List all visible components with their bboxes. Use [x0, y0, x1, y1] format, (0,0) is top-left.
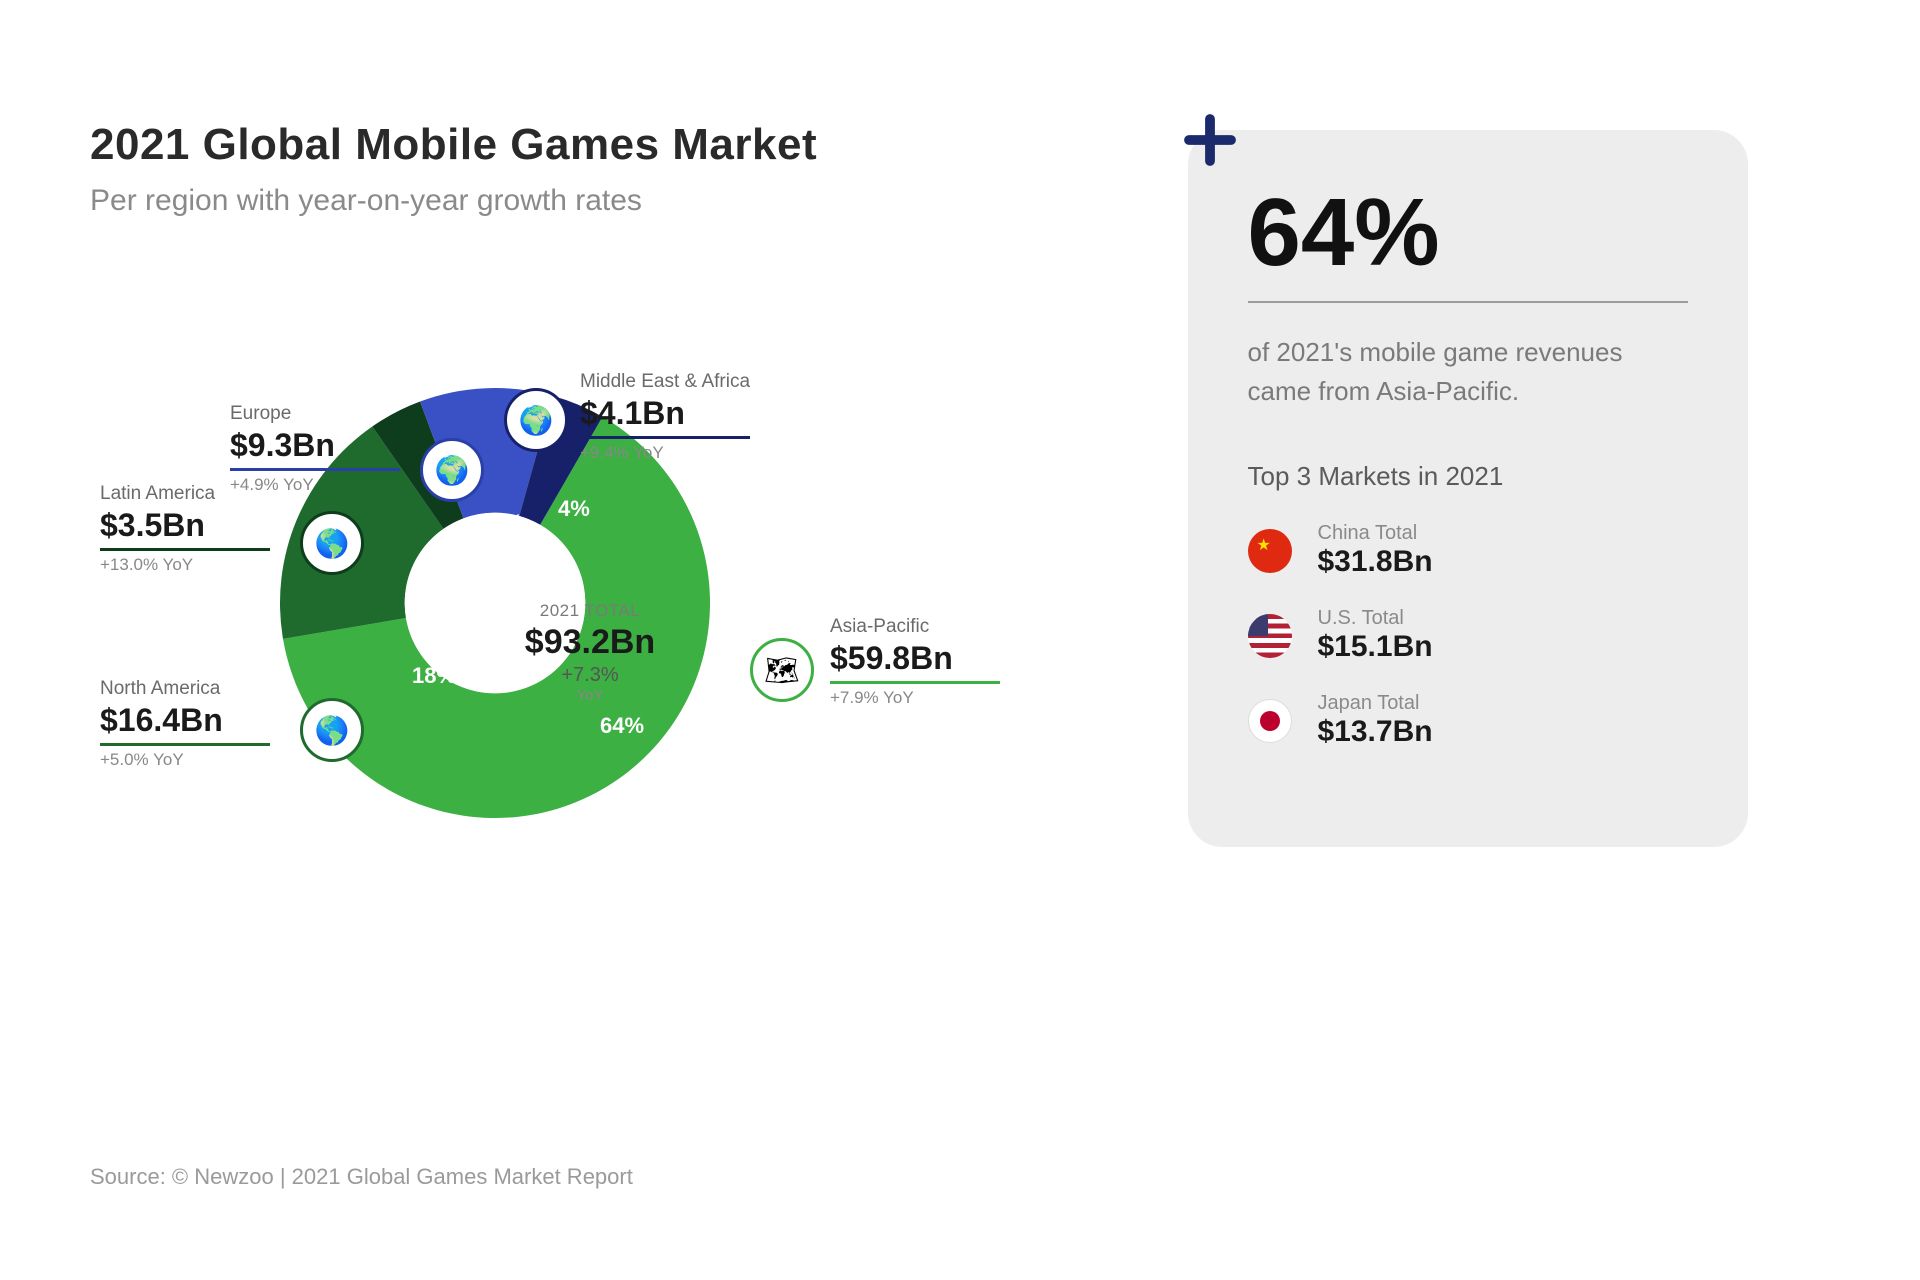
map-icon-north-america: 🌎 — [300, 698, 364, 762]
center-total-value: $93.2Bn — [490, 623, 690, 662]
callout-value: $16.4Bn — [100, 702, 270, 739]
callout-region: Middle East & Africa — [580, 371, 750, 393]
page-title: 2021 Global Mobile Games Market — [90, 120, 1105, 170]
callout-europe: Europe $9.3Bn +4.9% YoY — [230, 403, 400, 495]
page: 2021 Global Mobile Games Market Per regi… — [0, 0, 1920, 1280]
callout-yoy: +5.0% YoY — [100, 743, 270, 770]
right-column: 64% of 2021's mobile game revenues came … — [1105, 120, 1830, 1200]
market-row-japan: Japan Total $13.7Bn — [1248, 692, 1688, 749]
slice-pct-asia-pacific: 64% — [600, 713, 644, 739]
map-icon-europe: 🌍 — [420, 438, 484, 502]
slice-pct-europe: 10% — [479, 510, 523, 536]
market-label: China Total — [1318, 522, 1433, 545]
callout-yoy: +13.0% YoY — [100, 548, 270, 575]
map-icon-mea: 🌍 — [504, 388, 568, 452]
map-glyph: 🌍 — [519, 404, 554, 437]
map-icon-asia-pacific: 🗺 — [750, 638, 814, 702]
page-subtitle: Per region with year-on-year growth rate… — [90, 184, 1105, 218]
callout-yoy: +4.9% YoY — [230, 468, 400, 495]
callout-yoy: +7.9% YoY — [830, 681, 1000, 708]
plus-icon — [1182, 112, 1238, 168]
market-label: U.S. Total — [1318, 607, 1433, 630]
callout-yoy: +9.4% YoY — [580, 436, 750, 463]
market-label: Japan Total — [1318, 692, 1433, 715]
flag-icon-us — [1248, 614, 1292, 658]
slice-pct-north-america: 18% — [412, 663, 456, 689]
map-glyph: 🌎 — [315, 714, 350, 747]
market-value: $31.8Bn — [1318, 545, 1433, 579]
map-icon-latin-america: 🌎 — [300, 511, 364, 575]
headline-percentage: 64% — [1248, 185, 1688, 281]
source-line: Source: © Newzoo | 2021 Global Games Mar… — [90, 1164, 633, 1190]
center-growth-sub: YoY — [490, 687, 690, 704]
callout-region: Asia-Pacific — [830, 616, 1000, 638]
callout-value: $4.1Bn — [580, 395, 750, 432]
callout-value: $59.8Bn — [830, 640, 1000, 677]
slice-pct-latin-america: 4% — [414, 561, 446, 587]
map-glyph: 🌍 — [435, 454, 470, 487]
donut-chart: 2021 TOTAL $93.2Bn +7.3% YoY 64% 18% 4% … — [80, 258, 960, 978]
flag-icon-japan — [1248, 699, 1292, 743]
callout-north-america: North America $16.4Bn +5.0% YoY — [100, 678, 270, 770]
market-value: $13.7Bn — [1318, 715, 1433, 749]
market-row-china: China Total $31.8Bn — [1248, 522, 1688, 579]
callout-region: North America — [100, 678, 270, 700]
stat-card: 64% of 2021's mobile game revenues came … — [1188, 130, 1748, 847]
chart-center-label: 2021 TOTAL $93.2Bn +7.3% YoY — [490, 601, 690, 704]
callout-latin-america: Latin America $3.5Bn +13.0% YoY — [100, 483, 270, 575]
callout-asia-pacific: Asia-Pacific $59.8Bn +7.9% YoY — [830, 616, 1000, 708]
card-blurb: of 2021's mobile game revenues came from… — [1248, 333, 1688, 411]
slice-pct-mea: 4% — [558, 496, 590, 522]
center-growth: +7.3% — [490, 664, 690, 687]
callout-value: $9.3Bn — [230, 427, 400, 464]
callout-mea: Middle East & Africa $4.1Bn +9.4% YoY — [580, 371, 750, 463]
market-value: $15.1Bn — [1318, 630, 1433, 664]
card-divider — [1248, 301, 1688, 303]
callout-region: Europe — [230, 403, 400, 425]
left-column: 2021 Global Mobile Games Market Per regi… — [90, 120, 1105, 1200]
map-glyph: 🗺 — [764, 654, 800, 687]
market-row-us: U.S. Total $15.1Bn — [1248, 607, 1688, 664]
top3-title: Top 3 Markets in 2021 — [1248, 461, 1688, 492]
callout-value: $3.5Bn — [100, 507, 270, 544]
center-total-label: 2021 TOTAL — [490, 601, 690, 621]
flag-icon-china — [1248, 529, 1292, 573]
map-glyph: 🌎 — [315, 527, 350, 560]
